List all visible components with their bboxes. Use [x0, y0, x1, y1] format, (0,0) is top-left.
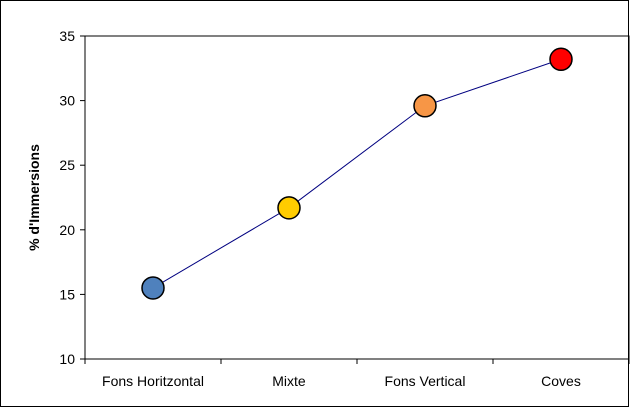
data-point-marker	[549, 47, 573, 72]
x-tick-label: Coves	[541, 373, 581, 389]
y-axis-title: % d'Immersions	[26, 144, 42, 251]
y-tick-label: 15	[59, 286, 75, 302]
y-tick-label: 10	[59, 351, 75, 367]
data-point-marker	[277, 196, 301, 220]
series-line	[152, 58, 562, 289]
axes	[84, 35, 630, 360]
x-tick-label: Fons Vertical	[385, 373, 466, 389]
x-axis-ticks: Fons Horitzontal Mixte Fons Vertical Coves	[84, 359, 630, 389]
plot-area	[84, 35, 630, 360]
y-axis-ticks: 10 15 20 25 30 35	[59, 28, 85, 367]
x-tick-label: Mixte	[272, 373, 306, 389]
data-point-marker	[141, 276, 165, 300]
x-tick-label: Fons Horitzontal	[102, 373, 204, 389]
series	[141, 47, 573, 300]
y-tick-label: 20	[59, 222, 75, 238]
y-tick-label: 30	[59, 93, 75, 109]
data-point-marker	[413, 94, 437, 118]
y-tick-label: 35	[59, 28, 75, 44]
y-tick-label: 25	[59, 157, 75, 173]
